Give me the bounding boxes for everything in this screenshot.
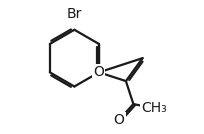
Text: O: O (114, 113, 125, 127)
Text: CH₃: CH₃ (141, 101, 167, 115)
Text: Br: Br (67, 7, 82, 21)
Text: O: O (93, 65, 104, 79)
